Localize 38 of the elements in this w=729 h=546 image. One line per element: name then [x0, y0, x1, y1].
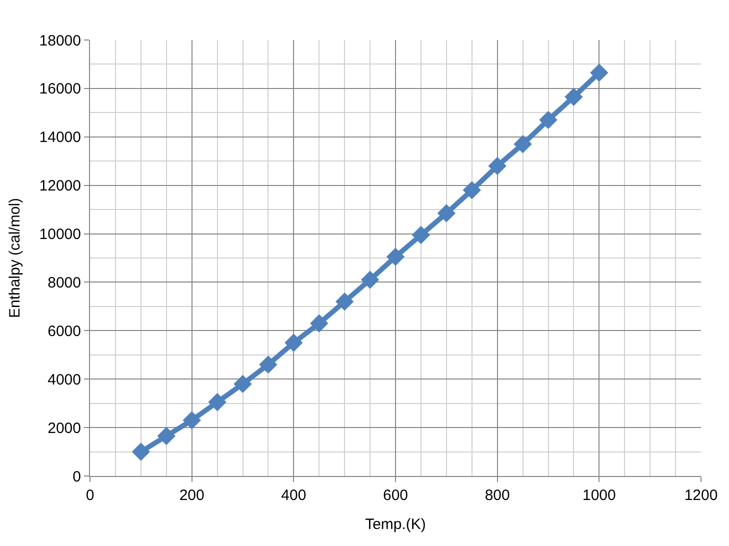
y-tick-label: 18000 — [39, 32, 81, 50]
x-tick-label: 1000 — [582, 487, 616, 504]
x-tick-label: 800 — [484, 487, 510, 504]
point — [437, 204, 456, 222]
point — [284, 334, 303, 352]
point — [488, 156, 506, 176]
y-tick-label: 4000 — [48, 371, 81, 388]
point — [539, 110, 558, 130]
point — [182, 411, 201, 430]
point — [590, 64, 608, 82]
y-tick-label: 12000 — [39, 178, 81, 195]
point — [514, 135, 532, 154]
point — [132, 442, 150, 461]
point — [564, 88, 583, 106]
x-tick-label: 0 — [86, 487, 94, 504]
point — [234, 374, 252, 394]
y-tick-label: 6000 — [48, 322, 81, 340]
y-tick-label: 16000 — [39, 80, 81, 98]
point — [360, 270, 380, 289]
point — [386, 248, 405, 266]
point — [412, 226, 430, 244]
point — [335, 292, 354, 311]
point — [310, 314, 328, 332]
x-axis-title: Temp.(K) — [365, 516, 426, 533]
x-tick-label: 600 — [382, 487, 408, 504]
x-tick-label: 400 — [281, 487, 306, 504]
y-tick-label: 2000 — [48, 420, 81, 437]
point — [208, 393, 226, 412]
y-tick-label: 0 — [72, 468, 81, 486]
point — [462, 181, 481, 200]
x-tick-label: 200 — [179, 487, 204, 504]
y-tick-label: 8000 — [48, 274, 81, 292]
y-tick-label: 14000 — [39, 129, 81, 146]
y-axis-title: Enthalpy (cal/mol) — [6, 198, 24, 318]
y-tick-label: 10000 — [39, 226, 81, 244]
point — [157, 426, 176, 446]
x-tick-label: 1200 — [684, 487, 718, 504]
point — [259, 355, 278, 374]
